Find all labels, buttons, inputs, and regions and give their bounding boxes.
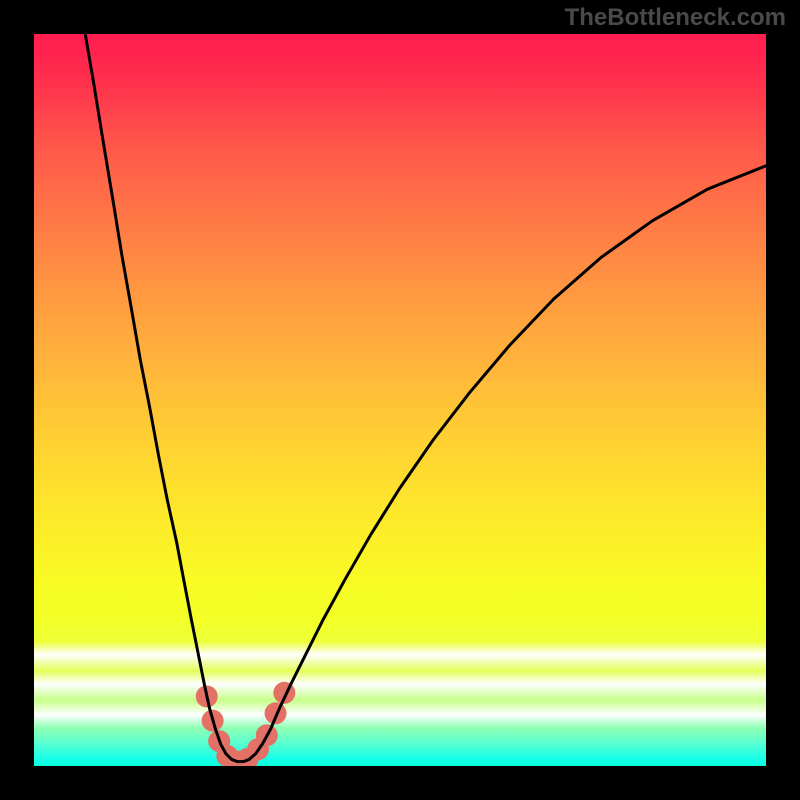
chart-stage: TheBottleneck.com bbox=[0, 0, 800, 800]
plot-area bbox=[34, 34, 766, 766]
chart-svg bbox=[34, 34, 766, 766]
chart-background bbox=[34, 34, 766, 766]
attribution-text: TheBottleneck.com bbox=[565, 4, 786, 32]
